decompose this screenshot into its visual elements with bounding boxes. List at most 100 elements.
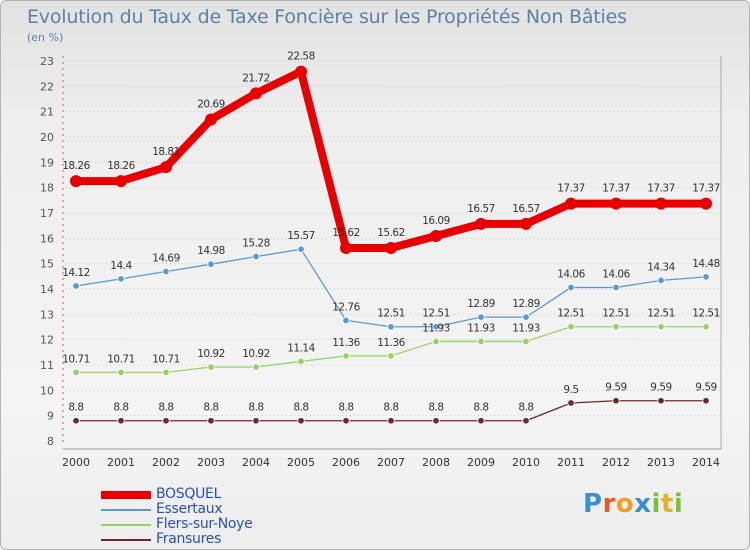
data-point-fransures bbox=[117, 417, 125, 425]
x-tick-label: 2008 bbox=[422, 456, 450, 469]
proxiti-logo: Proxiti bbox=[583, 489, 684, 519]
legend-label-fransures: Fransures bbox=[156, 531, 222, 547]
data-label-flers-sur-noye: 11.14 bbox=[287, 342, 315, 354]
data-label-bosquel: 22.58 bbox=[287, 51, 315, 63]
legend-swatch-flers-sur-noye bbox=[101, 524, 151, 526]
y-tick-label: 16 bbox=[40, 232, 54, 245]
data-label-flers-sur-noye: 12.51 bbox=[692, 308, 720, 320]
y-tick-label: 8 bbox=[47, 435, 54, 448]
x-tick-label: 2011 bbox=[557, 456, 585, 469]
series-line-flers-sur-noye bbox=[76, 326, 706, 373]
data-label-fransures: 8.8 bbox=[473, 402, 488, 414]
y-tick-label: 10 bbox=[40, 384, 54, 397]
x-tick-label: 2003 bbox=[197, 456, 225, 469]
data-label-bosquel: 17.37 bbox=[557, 183, 585, 195]
data-label-essertaux: 14.06 bbox=[602, 268, 630, 280]
data-label-bosquel: 18.26 bbox=[62, 160, 90, 172]
data-label-essertaux: 14.48 bbox=[692, 258, 720, 270]
data-label-essertaux: 12.89 bbox=[512, 298, 540, 310]
data-point-flers-sur-noye bbox=[702, 323, 710, 331]
data-point-fransures bbox=[432, 417, 440, 425]
legend-label-bosquel: BOSQUEL bbox=[156, 486, 222, 502]
data-label-fransures: 8.8 bbox=[518, 402, 533, 414]
data-point-fransures bbox=[567, 399, 575, 407]
data-point-flers-sur-noye bbox=[432, 337, 440, 346]
data-label-fransures: 9.5 bbox=[563, 384, 578, 396]
data-label-bosquel: 16.09 bbox=[422, 215, 450, 227]
data-label-fransures: 8.8 bbox=[383, 402, 398, 414]
data-label-essertaux: 14.4 bbox=[110, 260, 132, 272]
data-label-essertaux: 12.76 bbox=[332, 301, 360, 313]
data-label-essertaux: 15.28 bbox=[242, 238, 270, 250]
data-point-bosquel bbox=[430, 230, 442, 243]
y-tick-label: 20 bbox=[40, 131, 54, 144]
x-tick-label: 2007 bbox=[377, 456, 405, 469]
data-label-essertaux: 14.12 bbox=[62, 267, 90, 279]
data-point-fransures bbox=[612, 397, 620, 405]
data-label-bosquel: 18.81 bbox=[152, 146, 180, 158]
data-point-essertaux bbox=[162, 267, 170, 276]
y-tick-label: 14 bbox=[40, 283, 54, 296]
data-point-essertaux bbox=[522, 313, 530, 321]
data-point-fransures bbox=[702, 397, 710, 405]
data-point-flers-sur-noye bbox=[207, 363, 215, 371]
data-point-fransures bbox=[72, 417, 80, 425]
data-label-flers-sur-noye: 11.93 bbox=[512, 322, 540, 334]
data-label-bosquel: 17.37 bbox=[692, 183, 720, 195]
data-label-fransures: 9.59 bbox=[695, 382, 716, 394]
data-point-flers-sur-noye bbox=[252, 363, 260, 371]
data-point-fransures bbox=[387, 417, 395, 425]
y-tick-label: 15 bbox=[40, 258, 54, 271]
data-point-bosquel bbox=[475, 217, 487, 230]
legend-swatch-bosquel bbox=[101, 491, 151, 499]
legend-swatch-essertaux bbox=[101, 509, 151, 511]
data-point-fransures bbox=[297, 417, 305, 425]
data-point-bosquel bbox=[70, 175, 82, 188]
unit-label: (en %) bbox=[27, 31, 64, 44]
legend-item-fransures: Fransures bbox=[101, 531, 351, 547]
data-label-essertaux: 15.57 bbox=[287, 230, 315, 242]
data-point-bosquel bbox=[160, 161, 172, 174]
data-label-essertaux: 14.69 bbox=[152, 253, 180, 265]
y-tick-label: 21 bbox=[40, 106, 54, 119]
data-label-fransures: 8.8 bbox=[338, 402, 353, 414]
data-point-bosquel bbox=[565, 197, 577, 210]
axes: 8 9 10 11 12 13 14 15 16 17 18 19 20 21 22 23 2000 2001 20… bbox=[40, 55, 722, 469]
data-point-bosquel bbox=[340, 241, 352, 254]
data-point-flers-sur-noye bbox=[117, 368, 125, 377]
data-point-fransures bbox=[207, 417, 215, 425]
data-label-flers-sur-noye: 10.92 bbox=[242, 348, 270, 360]
data-point-bosquel bbox=[295, 65, 307, 78]
data-point-essertaux bbox=[117, 275, 125, 283]
data-point-essertaux bbox=[477, 313, 485, 321]
data-label-flers-sur-noye: 11.36 bbox=[377, 337, 405, 349]
data-label-essertaux: 14.98 bbox=[197, 245, 225, 257]
data-label-bosquel: 16.57 bbox=[467, 203, 495, 215]
data-point-flers-sur-noye bbox=[162, 368, 170, 377]
y-tick-label: 12 bbox=[40, 334, 54, 347]
y-tick-label: 11 bbox=[40, 359, 54, 372]
data-point-essertaux bbox=[297, 245, 305, 253]
data-point-essertaux bbox=[387, 323, 395, 331]
data-label-essertaux: 14.06 bbox=[557, 268, 585, 280]
data-point-flers-sur-noye bbox=[72, 368, 80, 377]
x-tick-label: 2010 bbox=[512, 456, 540, 469]
data-label-fransures: 8.8 bbox=[428, 402, 443, 414]
data-label-fransures: 8.8 bbox=[158, 402, 173, 414]
data-labels: 8.8 8.8 8.8 8.8 8.8 8.8 8.8 8.8 8.8 8.8 8.8 9.5 9.59… bbox=[62, 51, 720, 414]
y-tick-label: 19 bbox=[40, 156, 54, 169]
data-point-flers-sur-noye bbox=[297, 357, 305, 366]
data-point-fransures bbox=[162, 417, 170, 425]
legend-item-flers-sur-noye: Flers-sur-Noye bbox=[101, 516, 351, 532]
data-label-bosquel: 15.62 bbox=[377, 227, 405, 239]
legend: BOSQUEL Essertaux Flers-sur-Noye Fransur… bbox=[101, 486, 351, 547]
legend-swatch-fransures bbox=[101, 539, 151, 541]
data-point-essertaux bbox=[702, 273, 710, 281]
data-label-essertaux: 14.34 bbox=[647, 261, 675, 273]
data-point-fransures bbox=[477, 417, 485, 425]
data-label-fransures: 9.59 bbox=[605, 382, 626, 394]
data-label-fransures: 8.8 bbox=[293, 402, 308, 414]
data-point-flers-sur-noye bbox=[612, 323, 620, 331]
